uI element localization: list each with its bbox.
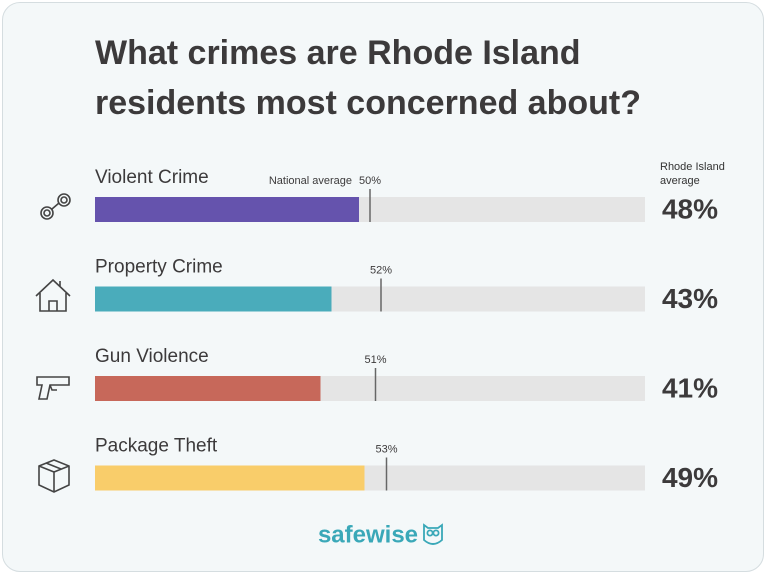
bar [95,286,332,312]
house-icon [35,278,71,312]
national-name: National average [269,175,352,187]
chart-title: What crimes are Rhode Island residents m… [95,34,641,122]
owl-logo [423,523,443,545]
category-label: Gun Violence [95,346,209,367]
category-label: Property Crime [95,257,223,278]
gun-icon [36,376,70,400]
value-label: 41% [662,372,718,403]
bar [95,197,359,222]
bar [95,465,365,491]
category-label: Package Theft [95,436,218,457]
bar [95,376,321,401]
national-label: 53% [375,443,397,455]
category-label: Violent Crime [95,167,209,188]
handcuffs-icon [40,193,71,220]
series-header: Rhode Island average [660,161,725,187]
national-label: 52% [370,264,392,276]
national-label: 51% [364,354,386,366]
value-label: 48% [662,193,718,224]
logo: safewise [318,521,418,548]
box-icon [38,459,70,493]
value-label: 49% [662,462,718,493]
national-label: 50% [359,175,381,187]
value-label: 43% [662,283,718,314]
